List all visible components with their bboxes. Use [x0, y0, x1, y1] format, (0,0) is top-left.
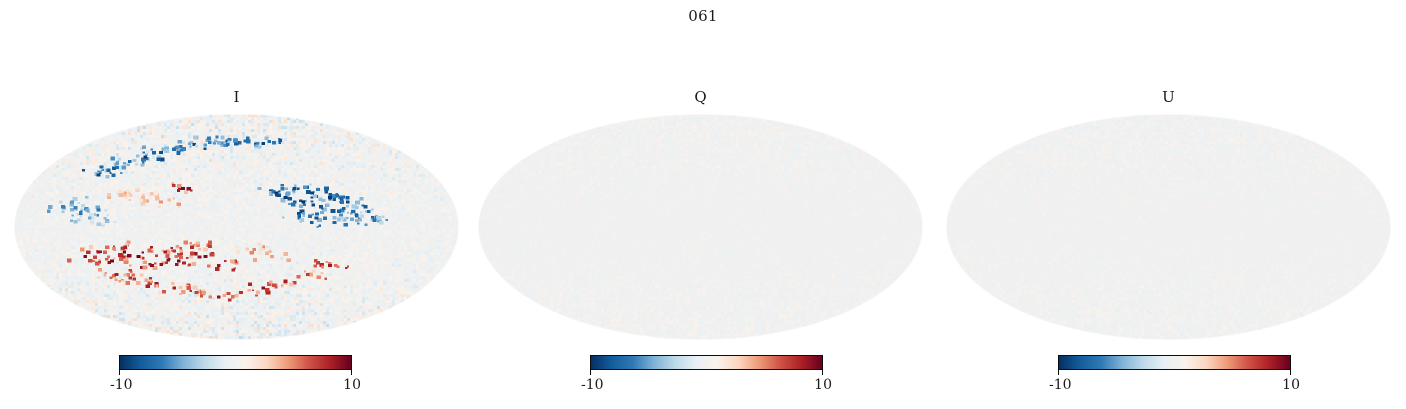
panel-title-I: I [233, 88, 240, 106]
colorbar-label-max-U: 10 [1282, 377, 1300, 393]
colorbar-tick-min-Q [590, 370, 591, 375]
colorbar-Q[interactable]: -10 10 [581, 355, 832, 405]
colorbar-gradient-I [119, 355, 352, 370]
colorbar-I[interactable]: -10 10 [110, 355, 361, 405]
colorbar-label-max-Q: 10 [814, 377, 832, 393]
sky-map-U[interactable] [946, 114, 1391, 340]
colorbar-label-min-Q: -10 [581, 377, 604, 393]
colorbar-tick-min-I [119, 370, 120, 375]
mollweide-projection-Q [478, 114, 923, 340]
panel-Q: Q -10 10 [478, 0, 923, 409]
panel-U: U -10 10 [946, 0, 1391, 409]
figure-suptitle: 061 [688, 7, 718, 25]
colorbar-label-max-I: 10 [343, 377, 361, 393]
panel-title-Q: Q [694, 88, 707, 106]
colorbar-gradient-Q [590, 355, 823, 370]
sky-map-Q[interactable] [478, 114, 923, 340]
colorbar-label-min-I: -10 [110, 377, 133, 393]
colorbar-tick-max-U [1290, 370, 1291, 375]
mollweide-projection-U [946, 114, 1391, 340]
sky-map-I[interactable] [14, 114, 459, 340]
panel-I: I -10 10 [14, 0, 459, 409]
colorbar-gradient-U [1058, 355, 1291, 370]
colorbar-tick-max-Q [822, 370, 823, 375]
colorbar-U[interactable]: -10 10 [1049, 355, 1300, 405]
colorbar-tick-min-U [1058, 370, 1059, 375]
colorbar-tick-max-I [351, 370, 352, 375]
panel-title-U: U [1162, 88, 1175, 106]
colorbar-label-min-U: -10 [1049, 377, 1072, 393]
mollweide-projection-I [14, 114, 459, 340]
